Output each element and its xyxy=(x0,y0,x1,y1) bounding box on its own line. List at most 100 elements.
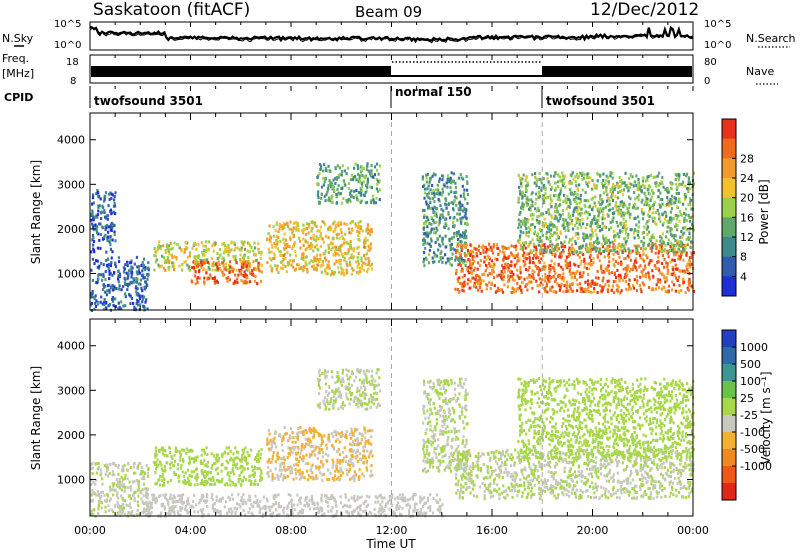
power-cell xyxy=(638,244,641,248)
power-cell xyxy=(227,244,230,247)
power-cell xyxy=(329,225,332,229)
power-cell xyxy=(562,272,565,276)
power-cell xyxy=(612,193,615,197)
power-cell xyxy=(313,256,317,260)
power-cell xyxy=(526,217,529,221)
power-cell xyxy=(466,188,469,192)
power-cell xyxy=(425,219,428,223)
velocity-cell xyxy=(352,463,355,467)
power-cell xyxy=(646,220,649,224)
power-cell xyxy=(378,188,381,192)
power-cell xyxy=(635,245,638,249)
power-cell xyxy=(597,276,600,280)
power-cell xyxy=(599,197,602,201)
velocity-cell xyxy=(195,478,198,482)
power-cell xyxy=(434,210,437,214)
power-cell xyxy=(477,244,481,248)
power-cell xyxy=(670,227,674,231)
power-cell xyxy=(114,239,117,243)
power-cell xyxy=(542,177,545,180)
velocity-cell xyxy=(218,456,221,460)
power-cell xyxy=(517,173,520,177)
power-cell xyxy=(637,188,640,192)
velocity-cell xyxy=(108,499,111,503)
power-cell xyxy=(623,257,626,261)
velocity-cell xyxy=(109,488,112,492)
power-cell xyxy=(670,202,673,206)
power-cell xyxy=(525,231,528,235)
velocity-cell xyxy=(348,467,352,471)
velocity-cell xyxy=(234,483,238,487)
power-cell xyxy=(530,204,533,207)
velocity-cell xyxy=(98,501,101,505)
power-cell xyxy=(526,252,529,256)
power-cell xyxy=(609,190,612,194)
power-cell xyxy=(438,177,441,181)
power-cell xyxy=(506,274,510,278)
power-cell xyxy=(551,245,554,249)
velocity-cell xyxy=(206,453,209,457)
power-cell xyxy=(689,197,692,201)
power-cell xyxy=(336,252,339,256)
power-cell xyxy=(639,287,642,291)
power-cell xyxy=(113,195,116,199)
power-cell xyxy=(518,236,521,240)
power-cell xyxy=(612,212,615,216)
power-cell xyxy=(672,271,675,275)
power-cell xyxy=(608,199,611,203)
power-cell xyxy=(446,257,449,261)
power-cell xyxy=(594,249,598,253)
velocity-cell xyxy=(319,444,322,447)
power-cell xyxy=(529,223,533,227)
velocity-cell xyxy=(139,472,142,476)
power-cell xyxy=(143,287,146,291)
power-cell xyxy=(198,276,201,280)
power-cell xyxy=(437,188,440,192)
power-cell xyxy=(324,168,327,172)
power-cell xyxy=(651,233,654,237)
power-cell xyxy=(616,207,619,211)
power-cell xyxy=(556,198,559,202)
power-cell xyxy=(372,194,375,198)
power-cell xyxy=(601,217,604,221)
velocity-cell xyxy=(106,493,109,496)
velocity-cell xyxy=(371,454,374,458)
power-cell xyxy=(657,255,660,259)
power-cell xyxy=(559,252,562,256)
power-cell xyxy=(669,216,672,220)
power-cell xyxy=(679,200,682,204)
power-cell xyxy=(637,230,640,233)
power-cell xyxy=(181,262,184,266)
power-cell xyxy=(370,169,373,173)
power-cell xyxy=(103,209,106,213)
power-cell xyxy=(357,238,360,241)
power-cell xyxy=(461,247,464,251)
power-cell xyxy=(688,181,691,185)
velocity-cell xyxy=(356,428,359,432)
velocity-cell xyxy=(250,483,253,487)
power-cell xyxy=(635,174,638,178)
power-cell xyxy=(583,288,586,291)
power-cell xyxy=(580,246,583,250)
power-cell xyxy=(637,198,640,202)
power-cell xyxy=(427,253,431,257)
freq-left-label-2: [MHz] xyxy=(2,67,34,80)
power-cell xyxy=(519,219,522,223)
power-cell xyxy=(366,223,369,227)
power-cell xyxy=(337,173,340,177)
velocity-cell xyxy=(248,474,251,478)
power-cell xyxy=(431,192,434,195)
power-cell xyxy=(467,278,470,282)
velocity-cell xyxy=(335,466,338,469)
power-cell xyxy=(647,174,650,178)
power-cell xyxy=(642,236,645,240)
velocity-cell xyxy=(259,479,262,482)
power-cell xyxy=(428,248,431,252)
power-cell xyxy=(617,261,620,265)
velocity-cell xyxy=(279,474,282,478)
power-cell xyxy=(465,243,468,247)
power-cell xyxy=(601,279,604,283)
power-cell xyxy=(459,202,462,206)
power-cell xyxy=(617,285,620,289)
power-cell xyxy=(113,271,116,274)
